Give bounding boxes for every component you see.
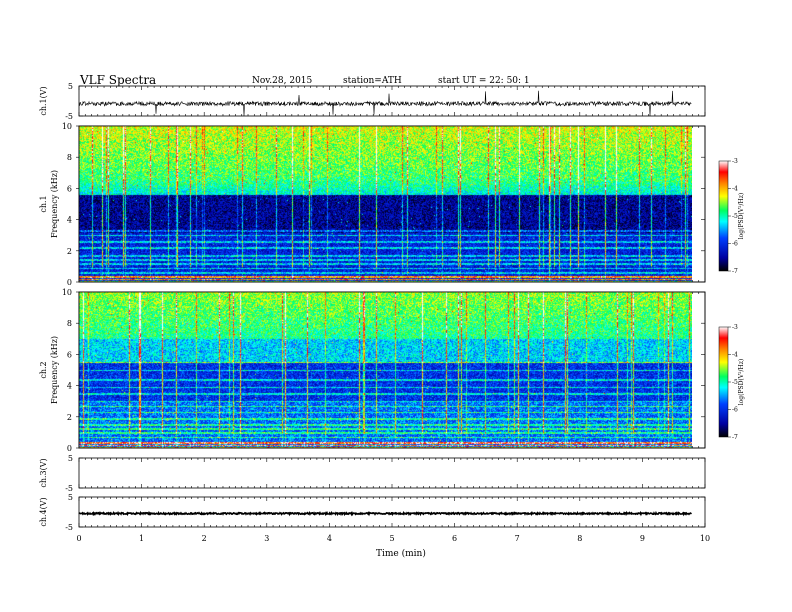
- spectrogram-image-ch1: [79, 126, 692, 282]
- y-tick-label: -5: [65, 484, 73, 493]
- x-axis-label: Time (min): [376, 549, 426, 559]
- chart-title: VLF Spectra: [80, 73, 157, 87]
- y-tick-label: -5: [65, 112, 73, 121]
- x-tick-label: 4: [327, 534, 332, 543]
- y-tick-label: 5: [68, 454, 73, 463]
- chart-start-time: start UT = 22: 50: 1: [438, 76, 530, 86]
- x-tick-label: 3: [264, 534, 269, 543]
- chart-date: Nov.28, 2015: [252, 76, 313, 86]
- x-tick-label: 1: [139, 534, 144, 543]
- colorbar-tick-label: -3: [732, 324, 738, 331]
- y-axis-label: ch.4(V): [39, 497, 48, 526]
- y-tick-label: -5: [65, 523, 73, 532]
- panel-frame-overlay: [78, 125, 706, 283]
- y-tick-label: 2: [67, 413, 72, 422]
- colorbar-label: log(PSD(V²/Hz): [738, 193, 745, 240]
- colorbar-tick-label: -7: [732, 434, 738, 441]
- x-tick-label: 2: [202, 534, 207, 543]
- spectrogram-image-ch2: [79, 292, 692, 448]
- y-tick-label: 0: [67, 444, 72, 453]
- y-tick-label: 0: [67, 278, 72, 287]
- y-tick-label: 4: [67, 382, 72, 391]
- y-axis-label: ch.2: [39, 361, 48, 378]
- colorbar-tick-label: -4: [732, 186, 738, 193]
- y-tick-label: 10: [62, 122, 72, 131]
- y-axis-label-frequency: Frequency (kHz): [50, 170, 59, 238]
- y-axis-label: ch.1: [39, 195, 48, 212]
- colorbar-tick-label: -4: [732, 352, 738, 359]
- panel-frame-4: [78, 457, 706, 489]
- x-tick-label: 0: [76, 534, 81, 543]
- colorbar-label: log(PSD(V²/Hz): [738, 359, 745, 406]
- y-tick-label: 5: [68, 82, 73, 91]
- y-axis-label: ch.3(V): [39, 458, 48, 487]
- x-tick-label: 5: [389, 534, 394, 543]
- x-tick-label: 6: [452, 534, 457, 543]
- x-tick-label: 9: [640, 534, 645, 543]
- chart-station: station=ATH: [343, 76, 402, 86]
- x-tick-label: 8: [577, 534, 582, 543]
- y-axis-label: ch.1(V): [39, 86, 48, 115]
- y-tick-label: 8: [67, 319, 72, 328]
- colorbar-tick-label: -7: [732, 268, 738, 275]
- colorbar: [718, 160, 729, 272]
- colorbar-tick-label: -6: [732, 407, 738, 414]
- x-tick-label: 7: [515, 534, 520, 543]
- y-tick-label: 5: [68, 493, 73, 502]
- y-tick-label: 2: [67, 247, 72, 256]
- y-tick-label: 8: [67, 153, 72, 162]
- x-tick-label: 10: [700, 534, 710, 543]
- colorbar: [718, 326, 729, 438]
- y-tick-label: 4: [67, 216, 72, 225]
- colorbar-tick-label: -5: [732, 213, 738, 220]
- colorbar-tick-label: -6: [732, 241, 738, 248]
- panel-frame-1: [78, 85, 706, 117]
- panel-frame-overlay: [78, 291, 706, 449]
- colorbar-tick-label: -3: [732, 158, 738, 165]
- colorbar-tick-label: -5: [732, 379, 738, 386]
- y-axis-label-frequency: Frequency (kHz): [50, 336, 59, 404]
- y-tick-label: 6: [67, 184, 72, 193]
- ch1-waveform-line: [78, 90, 692, 117]
- y-tick-label: 10: [62, 288, 72, 297]
- y-tick-label: 6: [67, 350, 72, 359]
- ch4-waveform-line: [78, 510, 692, 517]
